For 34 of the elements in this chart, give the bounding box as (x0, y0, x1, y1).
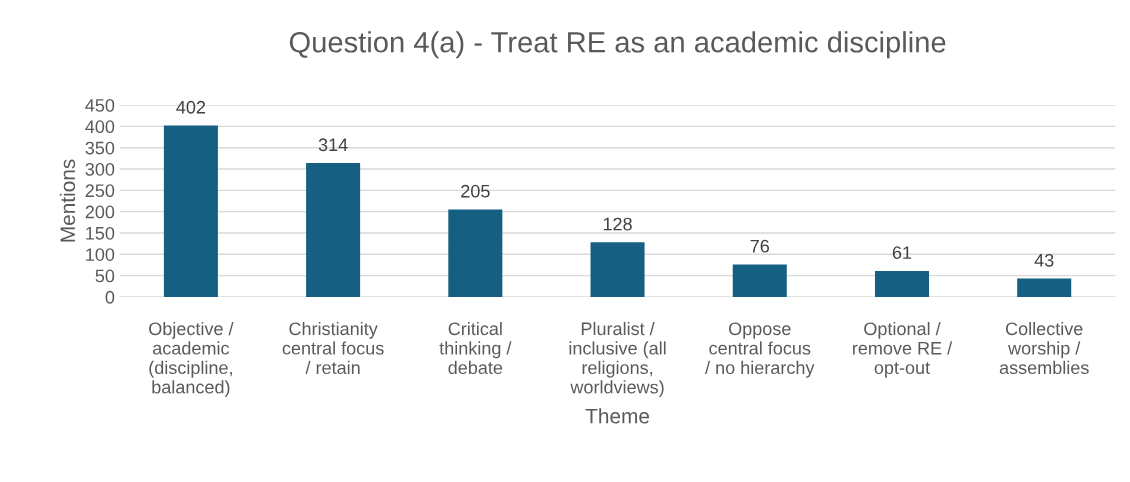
y-tick-label: 300 (85, 162, 115, 176)
bar (1017, 278, 1072, 297)
x-tick-label: Optional / remove RE / opt-out (853, 321, 953, 378)
y-tick-label: 150 (86, 226, 115, 240)
bar (590, 242, 645, 297)
data-label: 314 (318, 138, 348, 152)
bar (163, 125, 218, 297)
bar (874, 270, 929, 297)
data-label: 205 (461, 184, 490, 198)
x-tick-label: Pluralist / inclusive (all religions, worldviews) (569, 321, 666, 398)
x-tick-label: Christianity central focus / retain (282, 321, 384, 375)
data-label: 61 (892, 246, 912, 260)
x-tick-label: Oppose central focus / no hierarchy (705, 322, 815, 378)
y-tick-label: 0 (105, 290, 115, 304)
data-label: 128 (603, 217, 632, 231)
chart-title: Question 4(a) - Treat RE as an academic discipline (289, 31, 946, 59)
data-label: 402 (176, 100, 206, 114)
y-tick-label: 450 (85, 99, 115, 112)
data-label: 76 (750, 239, 770, 253)
y-tick-label: 350 (85, 141, 115, 155)
y-tick-label: 100 (86, 248, 115, 261)
y-tick-label: 200 (85, 205, 115, 219)
x-tick-label: Objective / academic (discipline, balanced) (149, 321, 234, 398)
x-axis-title: Theme (585, 408, 650, 424)
bar (732, 264, 787, 297)
x-tick-label: Collective worship / assemblies (999, 321, 1089, 375)
y-tick-label: 50 (95, 269, 115, 283)
y-axis-title: Mentions (59, 159, 76, 242)
y-tick-label: 400 (85, 120, 115, 134)
bar (306, 163, 361, 297)
bar (448, 209, 503, 297)
x-tick-label: Critical thinking / debate (439, 321, 512, 375)
data-label: 43 (1034, 253, 1054, 267)
y-tick-label: 250 (85, 184, 115, 198)
